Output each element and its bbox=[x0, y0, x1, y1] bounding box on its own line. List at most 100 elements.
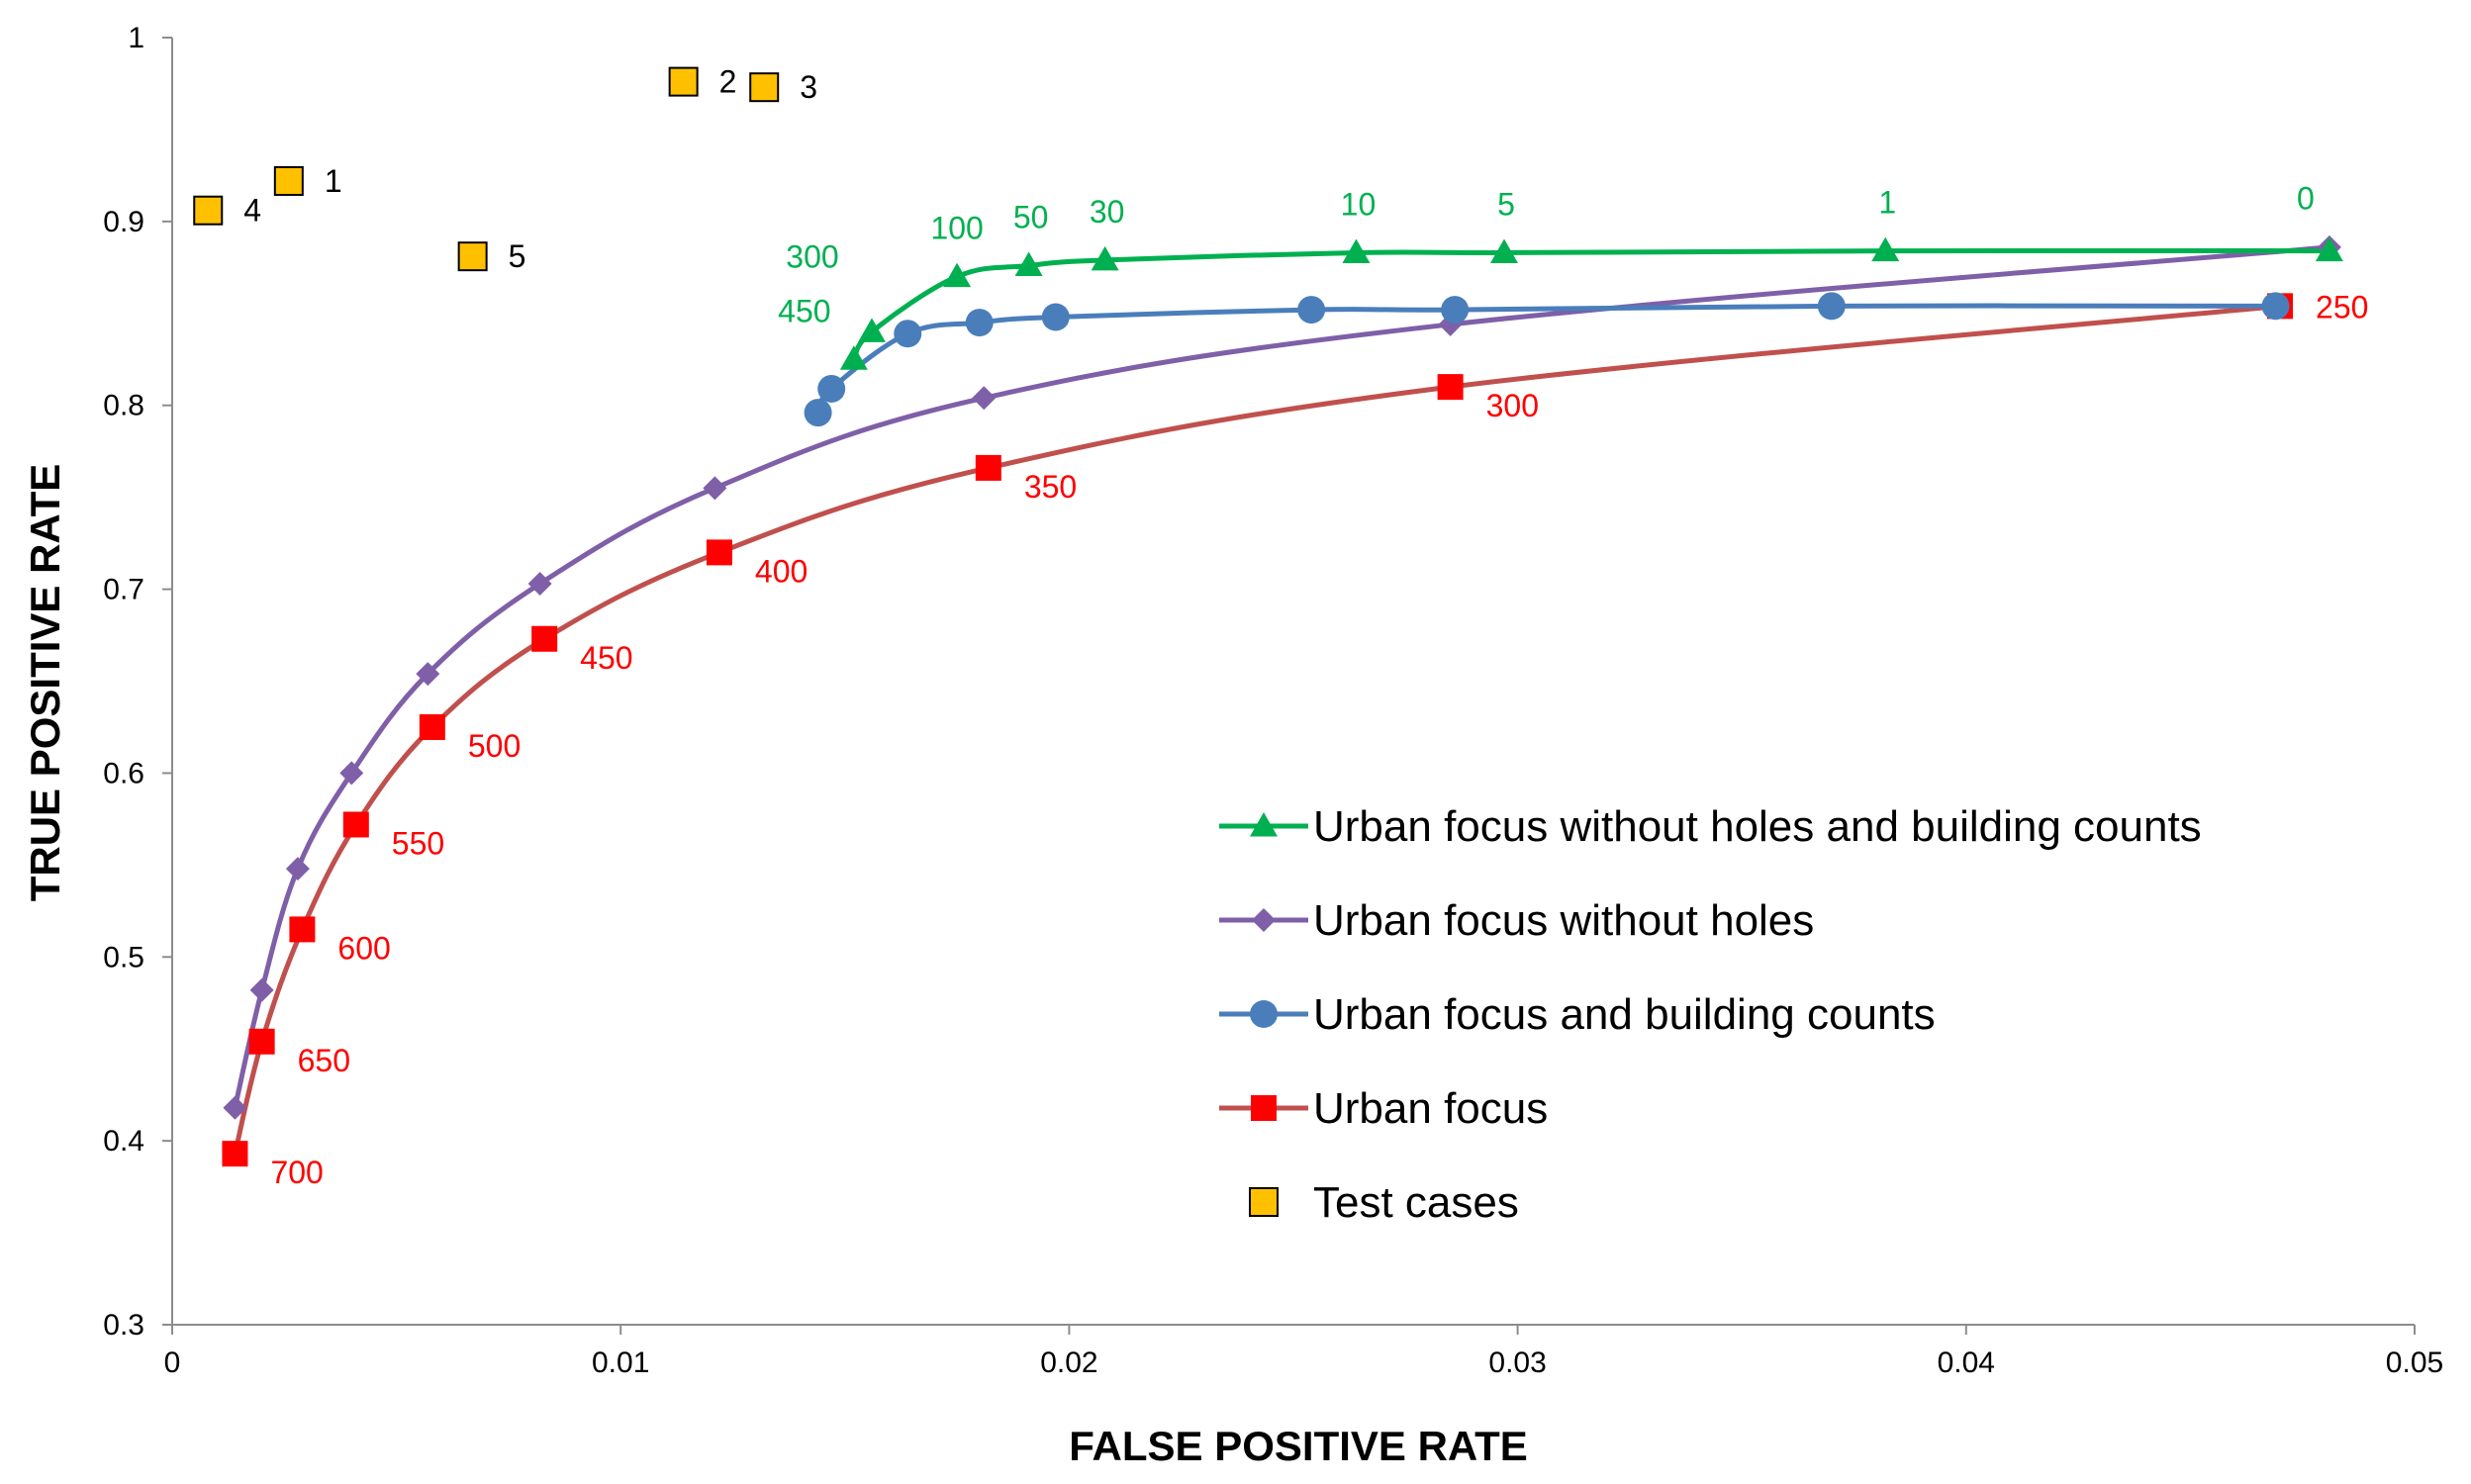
marker-green bbox=[839, 345, 868, 370]
marker-red bbox=[706, 539, 732, 566]
series-lines bbox=[233, 244, 2330, 1155]
legend-item-test-cases: Test cases bbox=[1249, 1178, 1519, 1227]
marker-green bbox=[1014, 251, 1043, 276]
point-label-green: 10 bbox=[1341, 186, 1377, 222]
legend-marker-red bbox=[1251, 1095, 1277, 1121]
marker-purple bbox=[285, 857, 310, 881]
series-line-purple bbox=[233, 244, 2330, 1109]
series-markers bbox=[193, 66, 2343, 1167]
y-tick-label: 0.4 bbox=[103, 1125, 144, 1158]
marker-red bbox=[1437, 374, 1464, 401]
point-label-green: 300 bbox=[786, 238, 838, 274]
point-label-red: 550 bbox=[392, 825, 444, 861]
legend-marker-purple bbox=[1252, 908, 1276, 932]
marker-red bbox=[289, 916, 316, 943]
marker-red bbox=[419, 713, 445, 740]
legend-label: Urban focus without holes bbox=[1313, 896, 1814, 945]
y-tick-label: 0.7 bbox=[103, 574, 144, 606]
test-case-label: 5 bbox=[509, 238, 526, 274]
marker-red bbox=[975, 454, 1001, 481]
y-axis-title: TRUE POSITIVE RATE bbox=[22, 464, 68, 902]
test-case-marker bbox=[457, 241, 488, 272]
legend-item-green: Urban focus without holes and building c… bbox=[1219, 802, 2202, 851]
y-tick-label: 1 bbox=[128, 22, 144, 54]
test-case-marker bbox=[273, 165, 304, 196]
x-tick-label: 0.01 bbox=[592, 1346, 649, 1379]
marker-green bbox=[2315, 236, 2343, 262]
marker-purple bbox=[703, 476, 727, 501]
test-case-label: 3 bbox=[800, 69, 817, 105]
series-line-blue bbox=[815, 303, 2276, 415]
marker-red bbox=[531, 625, 558, 652]
marker-green bbox=[1490, 238, 1519, 263]
x-tick-label: 0.03 bbox=[1488, 1346, 1546, 1379]
marker-red bbox=[342, 811, 369, 838]
test-case-marker bbox=[749, 72, 780, 103]
legend-item-red: Urban focus bbox=[1219, 1084, 1548, 1133]
tick-labels: 0.30.40.50.60.70.80.910 0.01 0.02 0.03 0.04 0… bbox=[103, 22, 2443, 1379]
legend: Urban focus without holes and building c… bbox=[1219, 802, 2202, 1227]
marker-purple bbox=[416, 662, 440, 687]
marker-blue bbox=[1817, 292, 1846, 321]
series-line-red bbox=[233, 303, 2281, 1155]
marker-blue bbox=[1441, 296, 1470, 325]
marker-red bbox=[222, 1141, 248, 1167]
axes bbox=[162, 37, 2416, 1335]
x-tick-label: 0.04 bbox=[1938, 1346, 1995, 1379]
marker-purple bbox=[249, 977, 274, 1002]
marker-purple bbox=[339, 761, 364, 786]
test-case-marker bbox=[668, 66, 699, 97]
point-label-red: 250 bbox=[2316, 289, 2368, 325]
point-label-red: 650 bbox=[298, 1043, 350, 1078]
y-tick-label: 0.6 bbox=[103, 757, 144, 789]
marker-purple bbox=[527, 571, 552, 596]
test-case-label: 1 bbox=[325, 163, 342, 199]
legend-marker-green bbox=[1250, 812, 1278, 837]
point-label-green: 1 bbox=[1878, 185, 1896, 221]
point-label-red: 700 bbox=[270, 1155, 323, 1190]
point-label-green: 450 bbox=[778, 293, 830, 328]
point-label-green: 30 bbox=[1090, 194, 1125, 230]
point-label-green: 100 bbox=[930, 211, 983, 246]
marker-green bbox=[1871, 236, 1900, 262]
point-label-green: 5 bbox=[1497, 186, 1515, 222]
marker-blue bbox=[804, 399, 832, 427]
marker-purple bbox=[223, 1095, 247, 1120]
x-axis-title: FALSE POSITIVE RATE bbox=[1069, 1423, 1528, 1469]
marker-blue bbox=[817, 374, 846, 403]
marker-blue bbox=[1297, 296, 1326, 325]
point-label-red: 500 bbox=[468, 728, 521, 764]
point-label-red: 450 bbox=[580, 640, 632, 676]
legend-label: Urban focus bbox=[1313, 1084, 1548, 1133]
marker-green bbox=[857, 318, 886, 342]
legend-label: Test cases bbox=[1313, 1178, 1519, 1227]
point-label-green: 50 bbox=[1013, 199, 1049, 234]
point-label-red: 400 bbox=[755, 553, 808, 589]
point-label-green: 0 bbox=[2297, 181, 2315, 217]
point-label-red: 300 bbox=[1486, 388, 1539, 423]
marker-blue bbox=[2261, 292, 2290, 321]
marker-green bbox=[1091, 245, 1119, 271]
test-case-marker bbox=[193, 195, 224, 226]
y-tick-label: 0.3 bbox=[103, 1309, 144, 1342]
marker-purple bbox=[972, 386, 997, 411]
marker-blue bbox=[965, 309, 994, 337]
legend-item-blue: Urban focus and building counts bbox=[1219, 990, 1936, 1039]
legend-marker-blue bbox=[1250, 1000, 1278, 1028]
x-tick-label: 0.05 bbox=[2386, 1346, 2443, 1379]
y-tick-label: 0.8 bbox=[103, 390, 144, 422]
legend-label: Urban focus without holes and building c… bbox=[1313, 802, 2202, 851]
y-tick-label: 0.9 bbox=[103, 206, 144, 238]
y-tick-label: 0.5 bbox=[103, 941, 144, 974]
test-case-label: 4 bbox=[243, 193, 261, 229]
point-label-red: 600 bbox=[337, 930, 390, 966]
marker-green bbox=[943, 262, 972, 288]
x-tick-label: 0 bbox=[164, 1346, 181, 1379]
marker-green bbox=[1342, 238, 1371, 263]
legend-label: Urban focus and building counts bbox=[1313, 990, 1936, 1039]
legend-marker-test-cases bbox=[1249, 1187, 1279, 1217]
marker-red bbox=[248, 1028, 275, 1055]
test-case-label: 2 bbox=[719, 64, 737, 100]
